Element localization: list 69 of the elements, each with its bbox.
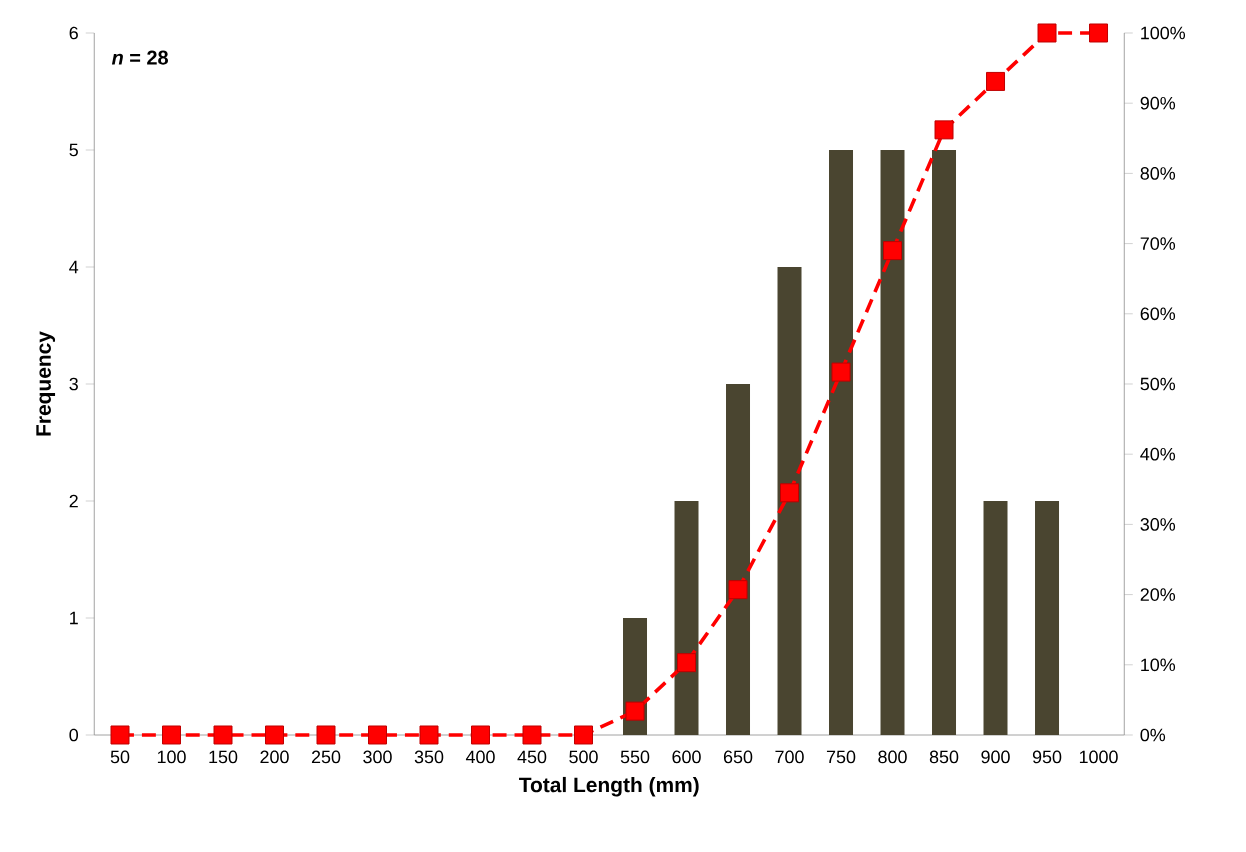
annotation: n = 28 bbox=[111, 50, 168, 65]
bar bbox=[726, 384, 751, 735]
y-tick-label: 4 bbox=[69, 260, 79, 274]
point bbox=[831, 362, 851, 382]
x-tick-label: 400 bbox=[465, 750, 495, 764]
x-tick-label: 950 bbox=[1032, 750, 1062, 764]
point bbox=[213, 725, 233, 745]
x-tick-label: 850 bbox=[929, 750, 959, 764]
point bbox=[728, 580, 748, 600]
bar bbox=[932, 150, 957, 735]
bar bbox=[829, 150, 854, 735]
y-tick-label: 3 bbox=[69, 377, 78, 391]
point bbox=[1037, 23, 1057, 43]
bar bbox=[1035, 501, 1060, 735]
y-tick-label: 6 bbox=[69, 26, 78, 40]
point bbox=[162, 725, 181, 745]
bar bbox=[880, 150, 905, 735]
x-tick-label: 550 bbox=[620, 750, 650, 764]
x-tick-label: 350 bbox=[414, 750, 444, 764]
bar bbox=[983, 501, 1008, 735]
x-tick-label: 650 bbox=[723, 750, 753, 764]
y2-tick-label: 50% bbox=[1140, 377, 1176, 391]
y2-tick-label: 100% bbox=[1141, 26, 1186, 40]
point bbox=[986, 71, 1006, 91]
point bbox=[934, 120, 954, 140]
y2-tick-label: 60% bbox=[1140, 307, 1176, 321]
y2-tick-label: 0% bbox=[1140, 728, 1166, 742]
point bbox=[883, 241, 903, 261]
x-tick-label: 50 bbox=[110, 750, 130, 764]
bar bbox=[777, 267, 802, 735]
point bbox=[1089, 23, 1109, 43]
point bbox=[574, 725, 594, 745]
bar bbox=[674, 501, 699, 735]
x-tick-label: 600 bbox=[672, 750, 701, 764]
point bbox=[471, 725, 491, 745]
x-tick-label: 450 bbox=[517, 750, 547, 764]
point bbox=[368, 725, 388, 745]
y2-tick-label: 20% bbox=[1140, 588, 1176, 601]
point bbox=[522, 725, 542, 745]
point bbox=[110, 725, 130, 745]
x-tick-label: 250 bbox=[311, 750, 341, 764]
point bbox=[780, 483, 800, 503]
x-tick-label: 150 bbox=[209, 750, 238, 764]
point bbox=[677, 653, 697, 673]
x-tick-label: 500 bbox=[569, 750, 598, 764]
y2-tick-label: 40% bbox=[1140, 447, 1176, 461]
x-tick-label: 100 bbox=[157, 750, 186, 764]
y-axis-title: Frequency bbox=[36, 331, 56, 436]
x-tick-label: 200 bbox=[260, 750, 289, 764]
x-axis-title: Total Length (mm) bbox=[519, 776, 699, 797]
y2-tick-label: 80% bbox=[1140, 167, 1176, 180]
x-tick-label: 1000 bbox=[1079, 750, 1118, 764]
y2-tick-label: 70% bbox=[1140, 237, 1176, 250]
y2-tick-label: 90% bbox=[1140, 96, 1176, 110]
point bbox=[316, 725, 336, 745]
point bbox=[265, 725, 285, 745]
y-tick-label: 5 bbox=[69, 143, 78, 157]
x-tick-label: 300 bbox=[363, 750, 392, 764]
x-tick-label: 900 bbox=[981, 750, 1010, 764]
y-tick-label: 2 bbox=[69, 494, 78, 508]
x-tick-label: 800 bbox=[878, 750, 907, 764]
x-tick-label: 750 bbox=[826, 750, 856, 764]
point bbox=[419, 725, 439, 745]
y2-tick-label: 10% bbox=[1141, 658, 1176, 672]
y-tick-label: 1 bbox=[70, 611, 78, 625]
y-tick-label: 0 bbox=[69, 728, 79, 742]
point bbox=[625, 701, 645, 721]
x-tick-label: 700 bbox=[775, 750, 804, 764]
y2-tick-label: 30% bbox=[1140, 518, 1176, 531]
